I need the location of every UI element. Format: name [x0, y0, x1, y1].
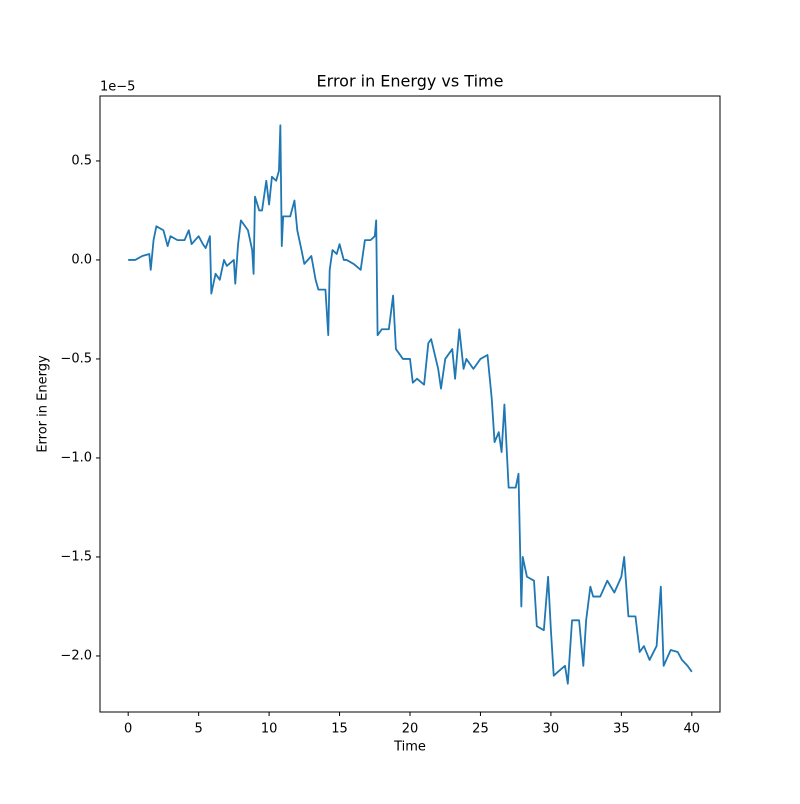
x-axis-label: Time: [393, 740, 426, 755]
x-tick-label: 25: [472, 722, 489, 737]
x-tick-label: 20: [402, 722, 419, 737]
y-offset-label: 1e−5: [100, 80, 135, 95]
x-tick-label: 30: [543, 722, 560, 737]
y-axis-label: Error in Energy: [36, 355, 51, 453]
data-line: [128, 124, 693, 685]
plot-frame: [99, 95, 721, 713]
x-tick-label: 0: [124, 722, 132, 737]
y-tick-label: 0.5: [71, 153, 92, 168]
y-tick-label: 0.0: [71, 252, 92, 267]
y-tick-label: −1.0: [60, 450, 92, 465]
x-tick-label: 5: [194, 722, 202, 737]
x-tick-label: 40: [684, 722, 701, 737]
y-tick-label: −0.5: [60, 351, 92, 366]
x-tick-label: 10: [261, 722, 278, 737]
y-tick-label: −2.0: [60, 648, 92, 663]
x-tick-label: 35: [613, 722, 630, 737]
y-tick-label: −1.5: [60, 549, 92, 564]
chart-title: Error in Energy vs Time: [317, 72, 504, 91]
x-tick-label: 15: [331, 722, 348, 737]
